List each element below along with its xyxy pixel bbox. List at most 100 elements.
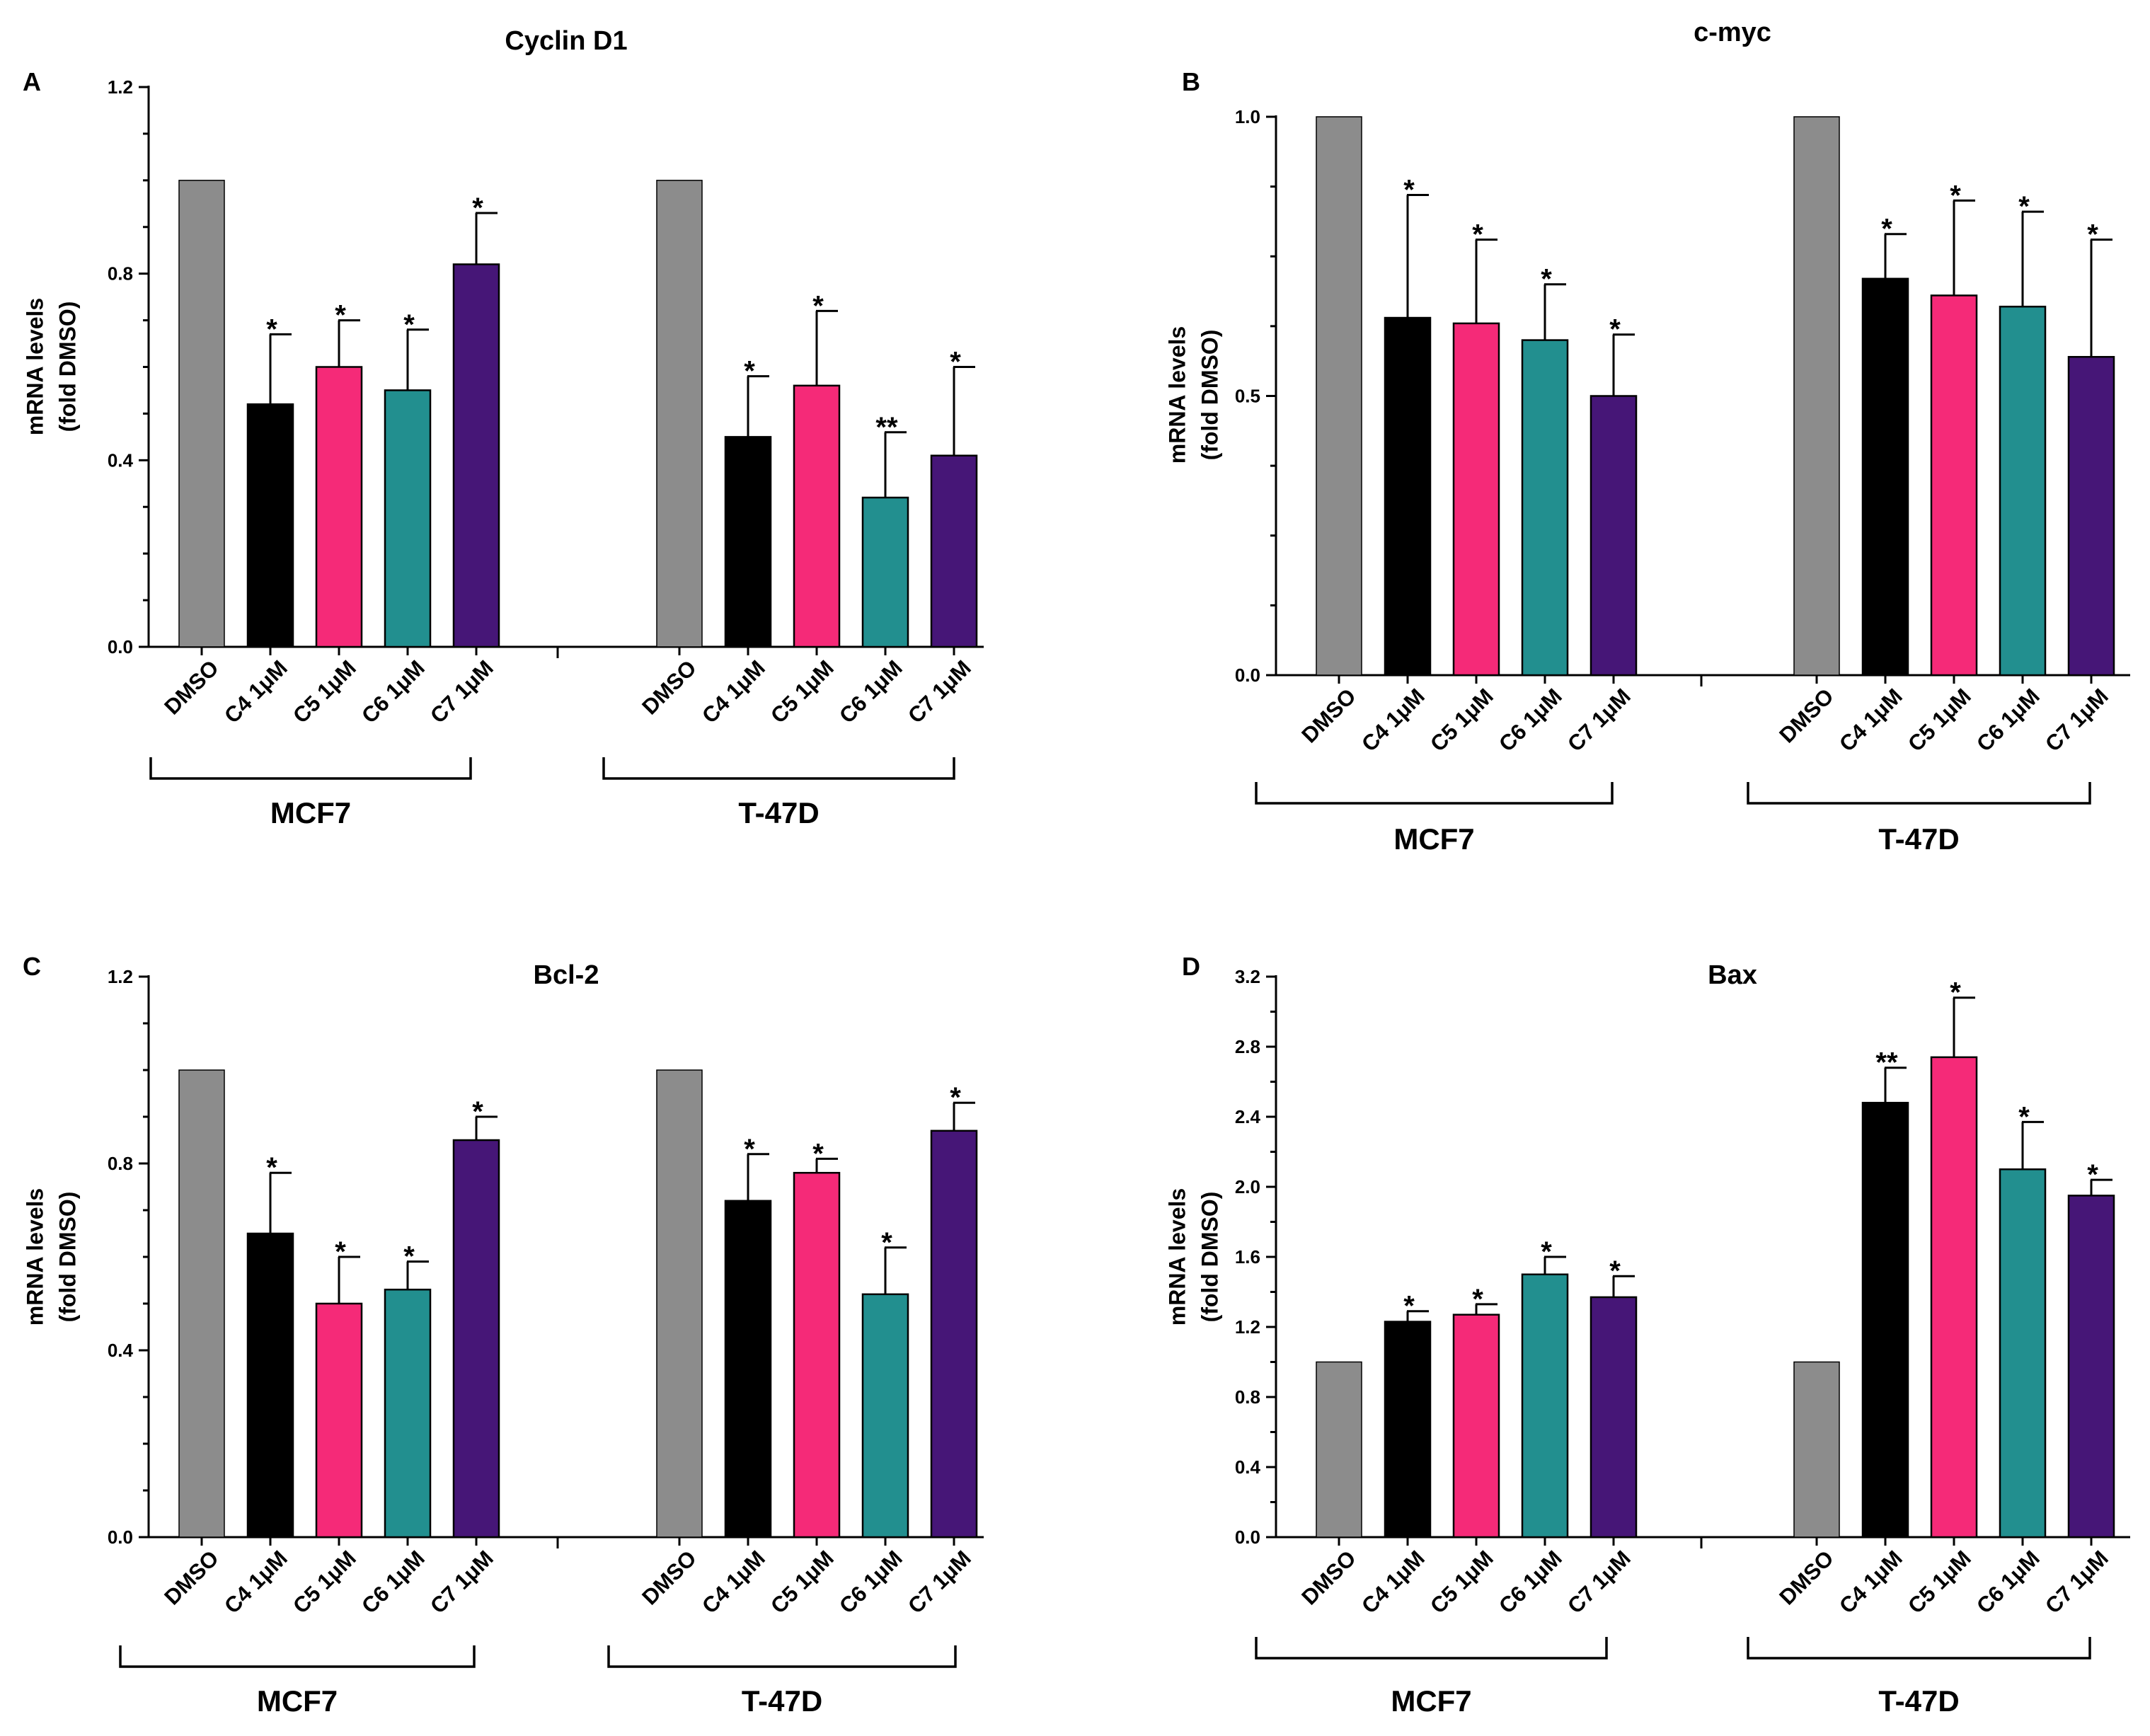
category-label: DMSO [637, 1546, 701, 1610]
significance-mark: * [1950, 180, 1961, 211]
significance-mark: ** [875, 412, 898, 443]
chart-title: Cyclin D1 [505, 26, 627, 56]
category-label: DMSO [159, 655, 224, 720]
category-label: C6 1μM [1972, 1546, 2045, 1619]
bar [1452, 1314, 1500, 1539]
category-label: C7 1μM [2040, 1546, 2113, 1619]
group-label: MCF7 [270, 796, 351, 829]
bar [246, 403, 294, 648]
bar [1521, 339, 1569, 677]
significance-mark: * [403, 1241, 415, 1272]
y-axis-label-line-1: mRNA levels [22, 298, 47, 435]
chart-title: Bcl-2 [534, 960, 599, 990]
bar [724, 436, 772, 648]
category-label: C4 1μM [219, 1546, 292, 1619]
group-bracket [602, 757, 955, 780]
y-tick-label: 2.8 [1235, 1036, 1260, 1057]
category-label: DMSO [1774, 684, 1839, 748]
bar [793, 384, 841, 648]
bar [452, 1139, 500, 1539]
bar [246, 1232, 294, 1539]
bar [1861, 277, 1909, 677]
group-label: T-47D [742, 1684, 822, 1718]
group-label: MCF7 [257, 1684, 338, 1718]
significance-mark: * [335, 300, 346, 331]
y-tick-label: 2.0 [1235, 1176, 1260, 1197]
y-tick-label: 0.4 [1235, 1456, 1261, 1478]
bar [1793, 116, 1840, 676]
bar [1930, 1056, 1978, 1539]
bar [1999, 306, 2047, 677]
significance-mark: * [881, 1227, 892, 1258]
group-mcf7: DMSO * C4 1μM * C5 1μM * C6 1μM * C7 1μM MCF7 [149, 180, 500, 829]
significance-mark: * [2087, 1159, 2098, 1190]
significance-mark: * [812, 290, 824, 321]
category-label: C4 1μM [697, 655, 770, 728]
group-mcf7: DMSO * C4 1μM * C5 1μM * C6 1μM * C7 1μM MCF7 [119, 1069, 500, 1718]
category-label: DMSO [1774, 1546, 1839, 1610]
category-label: C4 1μM [1834, 1546, 1907, 1619]
category-label: C6 1μM [1494, 684, 1567, 757]
bar [178, 180, 225, 648]
category-label: DMSO [637, 655, 701, 720]
y-tick-label: 0.8 [108, 1153, 133, 1174]
significance-mark: * [812, 1138, 824, 1169]
significance-mark: * [950, 1082, 961, 1113]
group-t-47d: DMSO * C4 1μM * C5 1μM ** C6 1μM * C7 1μM T-47D [602, 180, 978, 829]
category-label: C7 1μM [425, 1546, 498, 1619]
category-label: C5 1μM [1903, 684, 1976, 757]
panel-letter: B [1182, 67, 1200, 96]
category-label: C7 1μM [903, 1546, 976, 1619]
category-label: C4 1μM [219, 655, 292, 728]
category-label: C5 1μM [1903, 1546, 1976, 1619]
group-bracket [1747, 1637, 2091, 1660]
significance-mark: * [1609, 1255, 1621, 1287]
y-tick-label: 0.8 [108, 263, 133, 284]
bar [1384, 1321, 1432, 1539]
group-bracket [149, 757, 472, 780]
panel-d: D Bax mRNA levels (fold DMSO) 0.0 0.4 0.8 1.2 1.… [1164, 952, 2130, 1718]
group-t-47d: DMSO * C4 1μM * C5 1μM * C6 1μM * C7 1μM T-47D [607, 1069, 978, 1718]
group-label: T-47D [1878, 822, 1959, 856]
bar [384, 1288, 432, 1539]
significance-mark: * [744, 356, 755, 387]
category-label: DMSO [1297, 1546, 1361, 1610]
category-label: C7 1μM [1563, 684, 1636, 757]
group-mcf7: DMSO * C4 1μM * C5 1μM * C6 1μM * C7 1μM MCF7 [1255, 1236, 1638, 1718]
bar [1589, 1296, 1638, 1539]
y-tick-label: 0.4 [108, 449, 134, 471]
y-axis-label-line-1: mRNA levels [1164, 326, 1190, 464]
y-tick-label: 1.2 [1235, 1316, 1260, 1338]
category-label: C7 1μM [903, 655, 976, 728]
group-label: T-47D [738, 796, 819, 829]
significance-mark: * [1541, 1236, 1552, 1267]
significance-mark: ** [1875, 1047, 1898, 1079]
category-label: C5 1μM [766, 655, 839, 728]
category-label: C5 1μM [1425, 1546, 1498, 1619]
bar [2067, 1195, 2115, 1539]
bar [1930, 294, 1978, 677]
significance-mark: * [1403, 1291, 1415, 1322]
category-label: C4 1μM [697, 1546, 770, 1619]
group-label: T-47D [1878, 1684, 1959, 1718]
category-label: C5 1μM [288, 1546, 361, 1619]
y-tick-label: 1.6 [1235, 1246, 1260, 1267]
category-label: C6 1μM [1972, 684, 2045, 757]
category-label: C7 1μM [425, 655, 498, 728]
significance-mark: * [335, 1236, 346, 1267]
significance-mark: * [266, 1152, 277, 1183]
bar [861, 1293, 909, 1539]
y-tick-label: 3.2 [1235, 966, 1260, 987]
bar [1316, 116, 1362, 676]
group-bracket [607, 1645, 957, 1668]
category-label: C6 1μM [357, 1546, 430, 1619]
significance-mark: * [2087, 219, 2098, 251]
group-mcf7: DMSO * C4 1μM * C5 1μM * C6 1μM * C7 1μM MCF7 [1255, 116, 1638, 856]
bar [656, 1069, 703, 1538]
y-axis-label-line-2: (fold DMSO) [54, 301, 80, 432]
bar [930, 454, 978, 648]
significance-mark: * [744, 1134, 755, 1165]
category-label: C6 1μM [357, 655, 430, 728]
category-label: C7 1μM [2040, 684, 2113, 757]
